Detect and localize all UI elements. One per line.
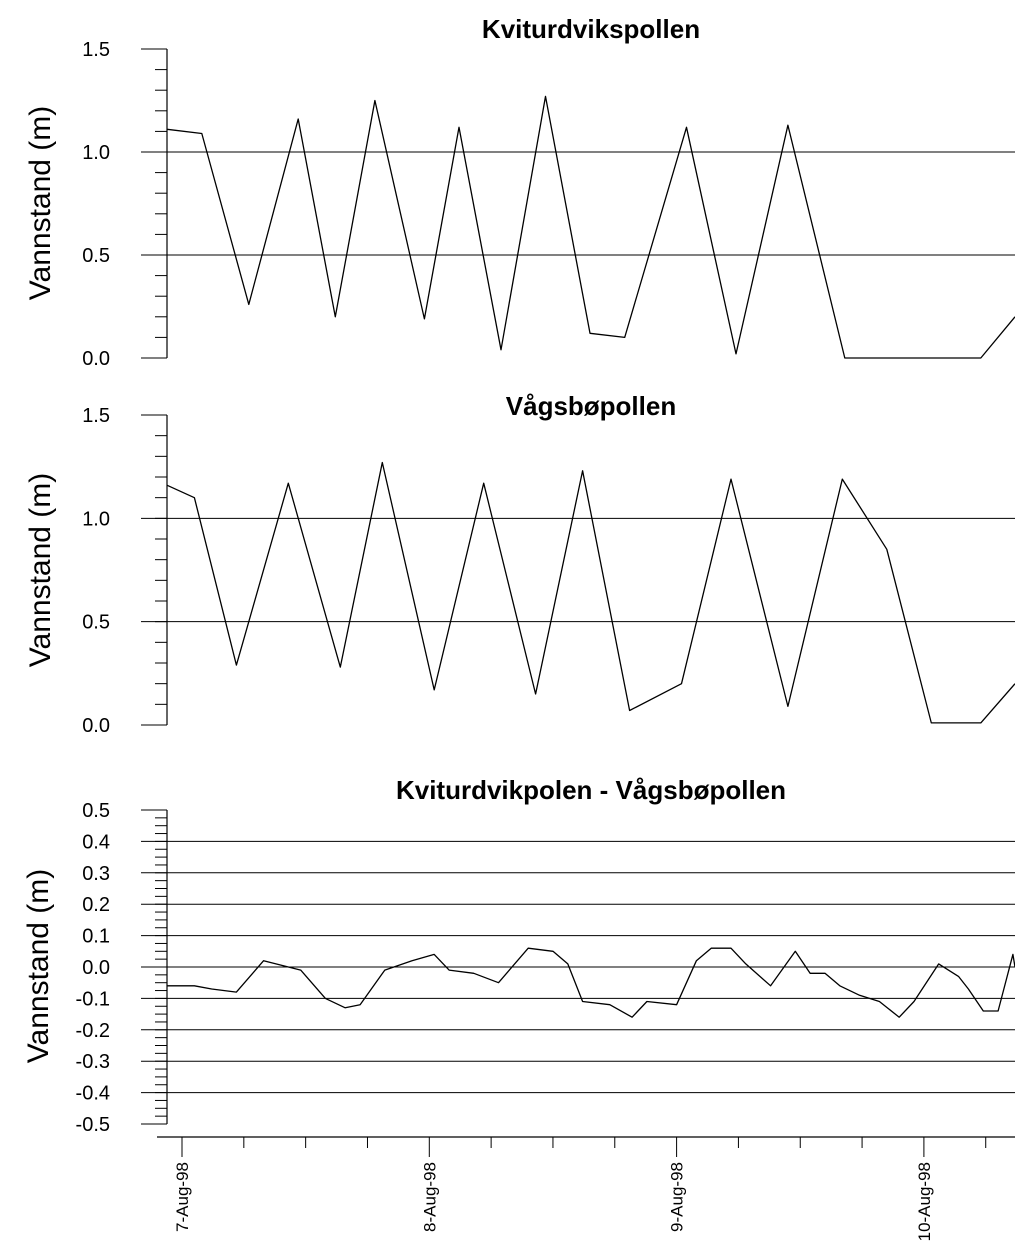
y-tick-label: 0.3 [82,863,110,885]
y-axis-label: Vannstand (m) [24,106,57,301]
series-line [166,461,1015,724]
y-tick-label: 0.2 [82,894,110,916]
series-line [167,95,1015,359]
y-tick-label: 0.0 [82,715,110,737]
y-tick-label: -0.1 [76,988,110,1010]
x-tick-label: 8-Aug-98 [420,1162,439,1232]
y-tick-label: 0.0 [82,957,110,979]
y-tick-label: 1.5 [82,405,110,427]
y-tick-label: 1.0 [82,508,110,530]
y-tick-label: 0.5 [82,800,110,822]
y-tick-label: 0.0 [82,348,110,370]
panel-vagsbopollen: Vågsbøpollen Vannstand (m) 0.0 0.5 1.0 1.5 [24,391,1015,737]
y-tick-label: 0.5 [82,612,110,634]
y-tick-label: -0.3 [76,1051,110,1073]
panel-difference: Kviturdvikpolen - Vågsbøpollen Vannstand … [22,775,1015,1136]
y-tick-label: 0.5 [82,245,110,267]
y-tick-label: 1.5 [82,39,110,61]
chart-title: Kviturdvikspollen [482,14,700,44]
y-tick-label: -0.4 [76,1083,110,1105]
chart-title: Kviturdvikpolen - Vågsbøpollen [396,775,786,805]
y-tick-label: -0.2 [76,1020,110,1042]
y-tick-label: 1.0 [82,142,110,164]
y-tick-label: 0.4 [82,831,110,853]
series-line [167,947,1015,1018]
date-axis: 7-Aug-98 8-Aug-98 9-Aug-98 10-Aug-98 [157,1136,1015,1241]
x-tick-label: 9-Aug-98 [668,1162,687,1232]
y-tick-label: -0.5 [76,1114,110,1136]
y-tick-label: 0.1 [82,926,110,948]
y-axis-label: Vannstand (m) [22,869,55,1064]
x-tick-label: 10-Aug-98 [915,1162,934,1241]
panel-kviturdvikspollen: Kviturdvikspollen Vannstand (m) 0.0 0.5 1.0 1… [24,14,1015,370]
x-tick-label: 7-Aug-98 [173,1162,192,1232]
y-axis-label: Vannstand (m) [24,473,57,668]
chart-title: Vågsbøpollen [506,391,676,421]
